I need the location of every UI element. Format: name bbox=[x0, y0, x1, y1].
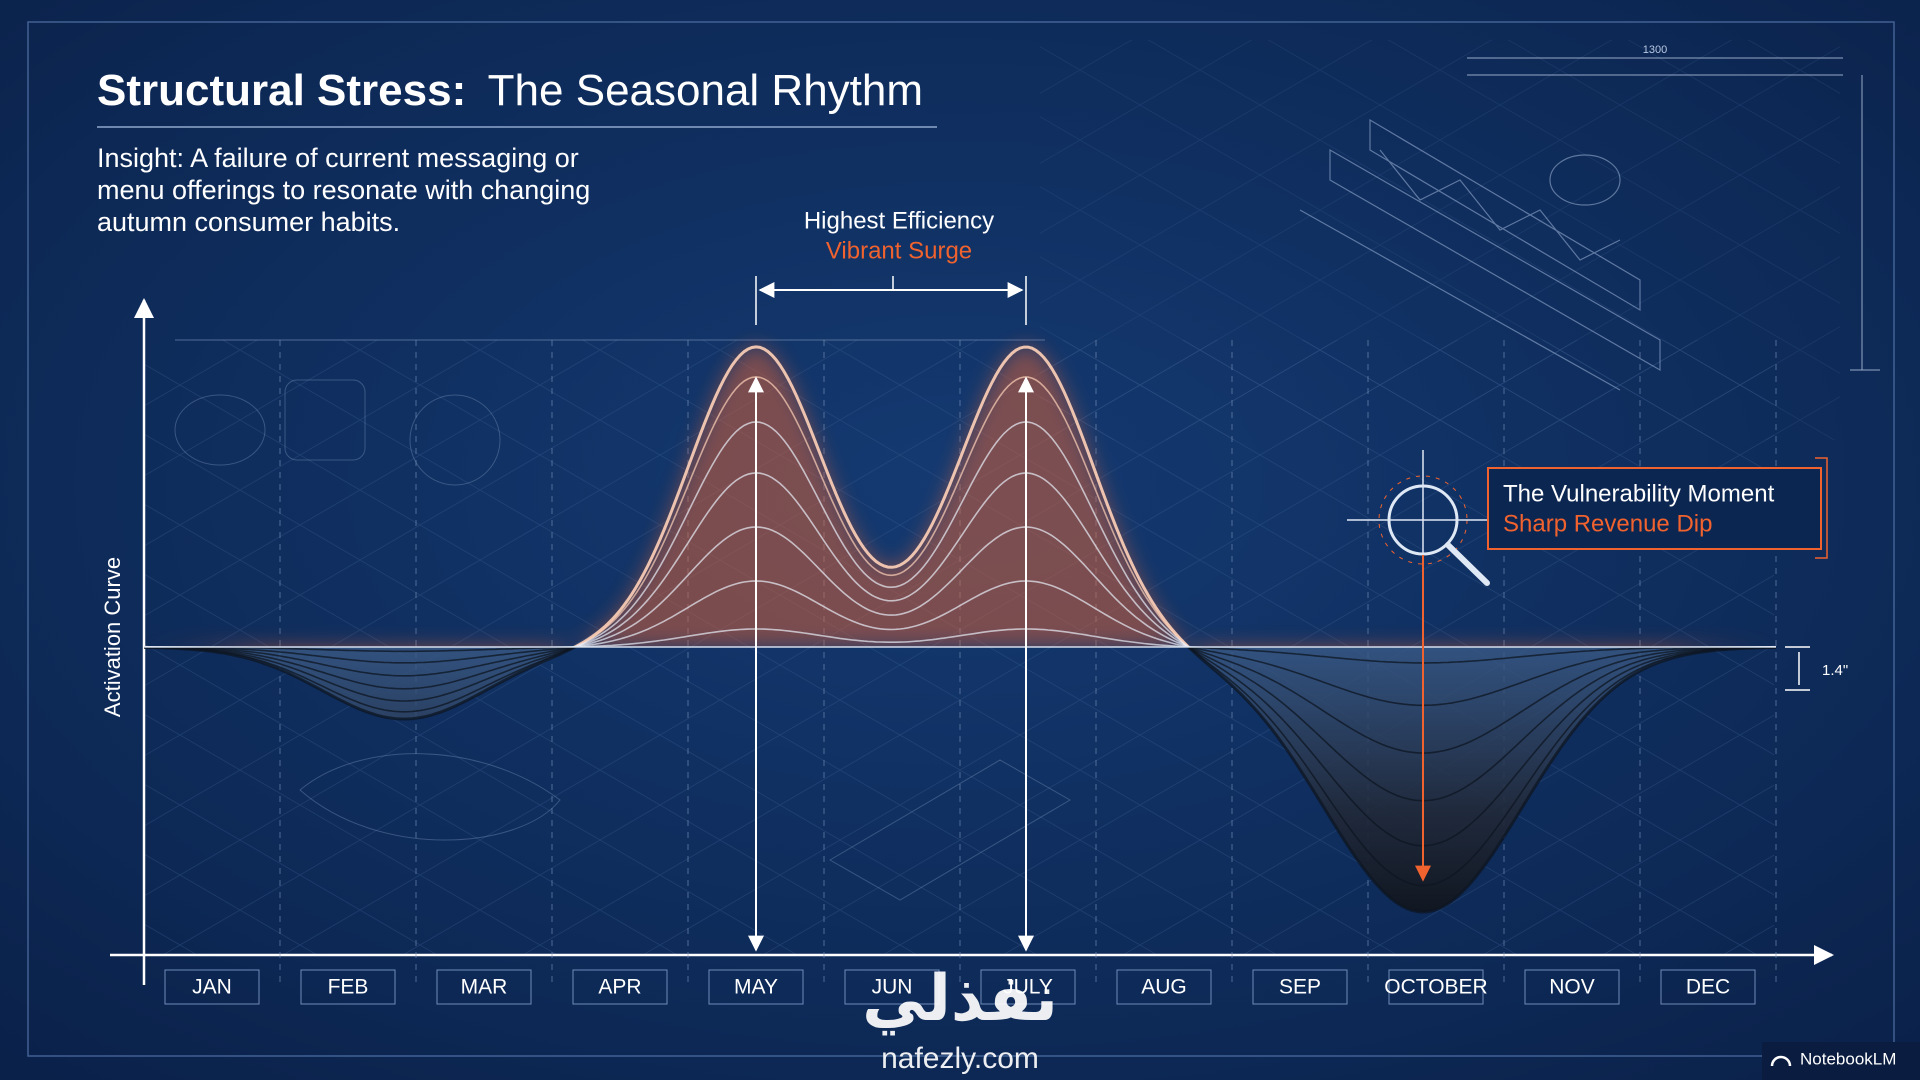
month-label: DEC bbox=[1686, 976, 1730, 999]
month-box bbox=[844, 969, 940, 1005]
branding: NotebookLM bbox=[1800, 1049, 1896, 1068]
month-label: APR bbox=[598, 976, 641, 999]
curve-line bbox=[144, 647, 1776, 664]
depth-marker bbox=[1785, 646, 1810, 691]
month-box bbox=[436, 969, 532, 1005]
month-label: JUN bbox=[872, 976, 913, 999]
curve-line bbox=[144, 628, 1776, 647]
dip-area bbox=[144, 647, 1776, 912]
month-box bbox=[1388, 969, 1484, 1005]
watermark-arabic: نفذلي bbox=[862, 962, 1058, 1036]
month-label: AUG bbox=[1141, 976, 1187, 999]
insight-line: Insight: A failure of current messaging … bbox=[97, 143, 579, 173]
callout-bracket bbox=[1815, 457, 1828, 559]
food-sketch bbox=[174, 379, 1071, 901]
insight-line: autumn consumer habits. bbox=[97, 207, 400, 237]
surge-area bbox=[144, 346, 1776, 647]
curve-line bbox=[144, 580, 1776, 647]
title-rest: The Seasonal Rhythm bbox=[488, 66, 923, 115]
month-box bbox=[1660, 969, 1756, 1005]
blueprint-grid bbox=[1040, 40, 1840, 440]
curve-line bbox=[143, 647, 1777, 847]
trough-title: The Vulnerability Moment bbox=[1503, 480, 1775, 507]
blueprint-dimension: 1300 bbox=[1643, 44, 1667, 56]
curve-line bbox=[144, 376, 1776, 647]
curve-line bbox=[144, 472, 1776, 647]
peak-subtitle: Vibrant Surge bbox=[826, 237, 972, 264]
month-label: MAR bbox=[461, 976, 508, 999]
month-label: NOV bbox=[1549, 976, 1595, 999]
month-labels: JAN FEB MAR APR MAY JUN JULY AUG SEP OCTOBER NOV DE… bbox=[164, 969, 1756, 1005]
title: Structural Stress: The Seasonal Rhythm bbox=[97, 66, 923, 115]
curve-line bbox=[143, 647, 1776, 914]
month-box bbox=[980, 969, 1076, 1005]
truss-sketch bbox=[1299, 118, 1661, 391]
month-label: OCTOBER bbox=[1384, 976, 1487, 999]
month-box bbox=[708, 969, 804, 1005]
month-box bbox=[300, 969, 396, 1005]
month-box bbox=[164, 969, 260, 1005]
curve-line bbox=[144, 421, 1776, 647]
curve-line bbox=[144, 345, 1776, 647]
activation-curves bbox=[143, 345, 1777, 914]
month-box bbox=[1116, 969, 1212, 1005]
y-axis-label: Activation Curve bbox=[100, 557, 125, 717]
dimension-lines bbox=[1467, 57, 1880, 371]
depth-label: 1.4" bbox=[1822, 662, 1848, 679]
peak-title: Highest Efficiency bbox=[804, 207, 994, 234]
branding-icon bbox=[1770, 1055, 1792, 1067]
trough-callout bbox=[1487, 467, 1822, 550]
curve-line bbox=[144, 526, 1776, 647]
title-bold: Structural Stress: bbox=[97, 66, 466, 115]
curve-line bbox=[144, 647, 1776, 707]
curve-line bbox=[144, 647, 1776, 754]
month-box bbox=[572, 969, 668, 1005]
insight-line: menu offerings to resonate with changing bbox=[97, 175, 590, 205]
curve-line bbox=[143, 647, 1777, 887]
month-box bbox=[1524, 969, 1620, 1005]
month-label: SEP bbox=[1279, 976, 1321, 999]
insight: Insight: A failure of current messaging … bbox=[97, 143, 590, 237]
frame bbox=[27, 21, 1895, 1057]
month-label: MAY bbox=[734, 976, 778, 999]
curve-line bbox=[144, 647, 1776, 802]
watermark-url: nafezly.com bbox=[881, 1042, 1039, 1075]
month-box bbox=[1252, 969, 1348, 1005]
trough-subtitle: Sharp Revenue Dip bbox=[1503, 510, 1712, 537]
month-label: JULY bbox=[1003, 976, 1053, 999]
month-label: FEB bbox=[328, 976, 369, 999]
month-label: JAN bbox=[192, 976, 232, 999]
